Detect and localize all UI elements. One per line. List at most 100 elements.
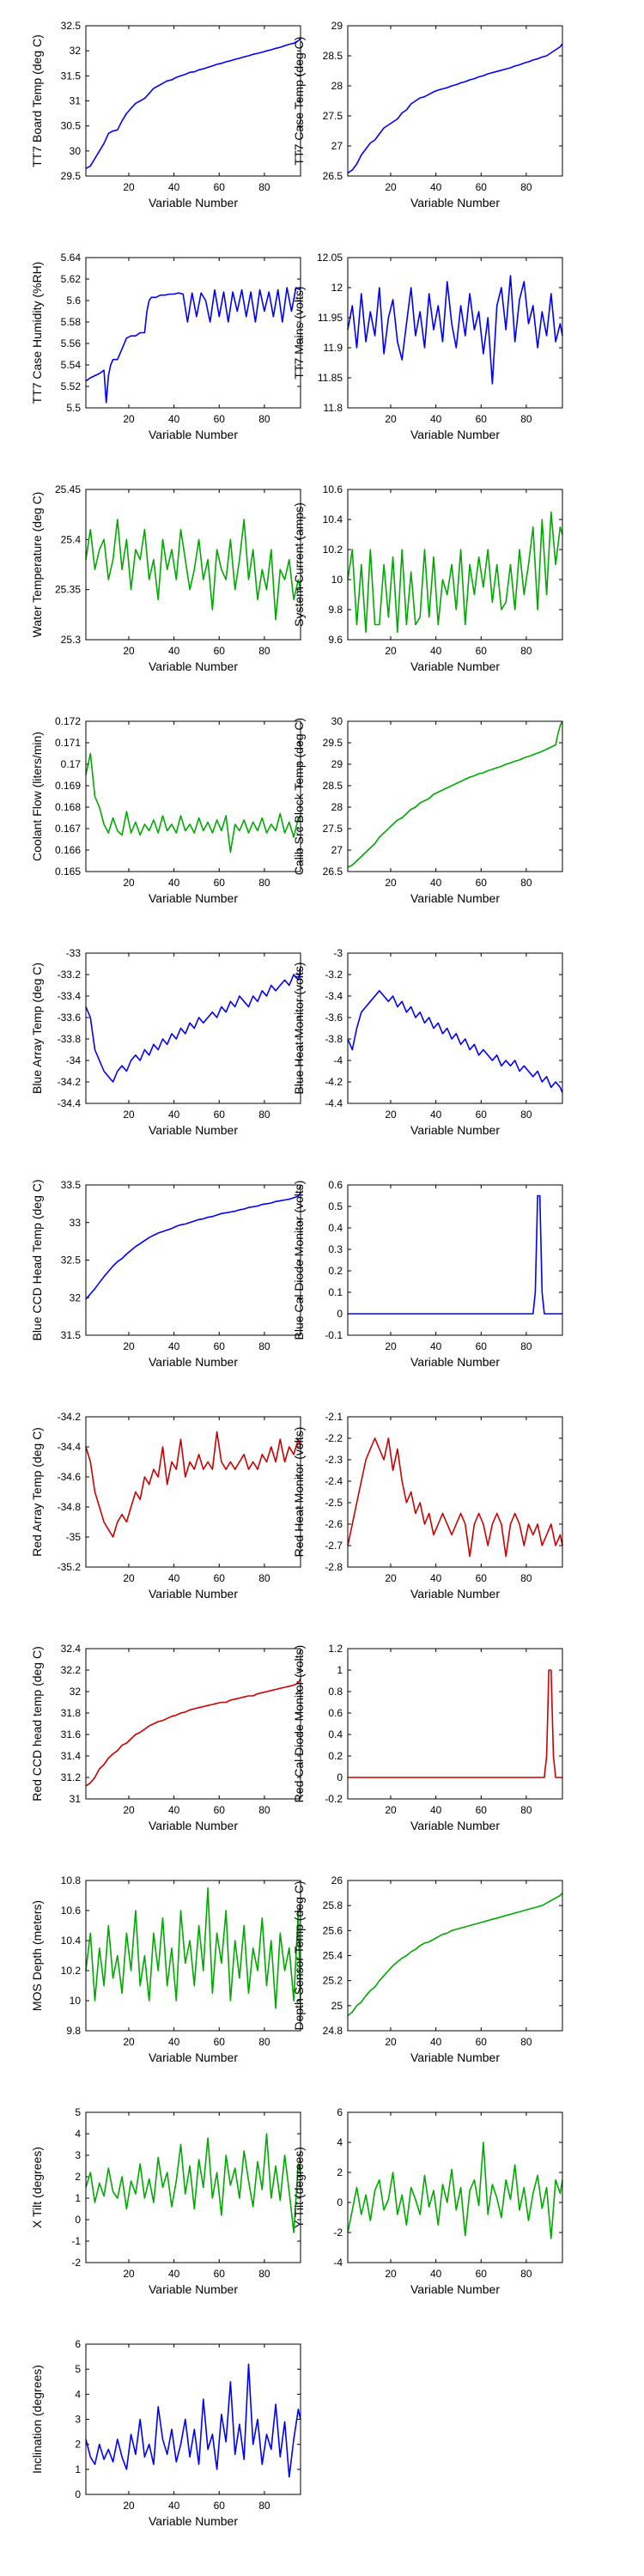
- x-axis-label: Variable Number: [149, 1587, 238, 1601]
- y-tick-label: 0: [75, 2488, 81, 2500]
- y-tick-label: 0.3: [328, 1243, 343, 1255]
- x-tick-label: 40: [168, 877, 180, 889]
- y-tick-label: 25.35: [55, 584, 81, 596]
- x-tick-label: 40: [168, 1572, 180, 1584]
- y-tick-label: 31.4: [61, 1750, 82, 1762]
- y-tick-label: 31.5: [61, 70, 82, 82]
- x-tick-label: 40: [430, 877, 442, 889]
- chart-panel: System Current (amps) Variable Number 20 40…: [292, 483, 563, 673]
- y-tick-label: -33.8: [58, 1033, 82, 1045]
- x-axis-label: Variable Number: [410, 891, 500, 905]
- y-tick-label: 33.5: [61, 1179, 82, 1191]
- x-tick-label: 40: [168, 181, 180, 193]
- x-tick-label: 40: [168, 1804, 180, 1816]
- y-tick-label: 0: [337, 1771, 343, 1783]
- y-tick-label: -3: [333, 947, 343, 959]
- x-tick-label: 60: [476, 181, 488, 193]
- y-axis-label: TT7 Board Temp (deg C): [30, 34, 44, 167]
- y-tick-label: -34.8: [58, 1501, 82, 1513]
- plot-frame: [85, 489, 301, 641]
- y-axis-label: Water Temperature (deg C): [30, 492, 44, 638]
- x-tick-label: 20: [385, 645, 397, 657]
- y-axis-label: Inclination (degrees): [30, 2365, 44, 2474]
- y-tick-label: 10.6: [61, 1905, 82, 1917]
- y-tick-label: -2.4: [325, 1475, 343, 1487]
- y-tick-label: 0.4: [328, 1728, 343, 1741]
- x-tick-label: 60: [476, 877, 488, 889]
- y-tick-label: 6: [75, 2338, 81, 2350]
- x-tick-label: 20: [123, 1340, 135, 1352]
- y-tick-label: -4.2: [325, 1076, 343, 1088]
- x-tick-label: 80: [258, 413, 270, 425]
- plot-frame: [347, 2111, 563, 2263]
- y-tick-label: 32.4: [61, 1643, 82, 1655]
- y-tick-label: -1: [71, 2235, 81, 2247]
- x-tick-label: 60: [476, 1572, 488, 1584]
- x-tick-label: 40: [168, 2036, 180, 2048]
- y-axis-label: Blue Heat Monitor (volts): [292, 962, 306, 1094]
- y-tick-label: 31.8: [61, 1707, 82, 1719]
- plot-frame: [347, 25, 563, 177]
- y-tick-label: -2.7: [325, 1540, 343, 1552]
- x-tick-label: 40: [430, 2268, 442, 2280]
- x-tick-label: 60: [214, 877, 226, 889]
- y-tick-label: -33.6: [58, 1012, 82, 1024]
- y-tick-label: 31.5: [61, 1329, 82, 1341]
- plot-frame: [347, 489, 563, 641]
- x-axis-label: Variable Number: [149, 196, 238, 210]
- y-axis-label: TT7 Mains (volts): [292, 286, 306, 379]
- y-tick-label: 27.5: [323, 110, 343, 122]
- x-tick-label: 60: [476, 1804, 488, 1816]
- x-tick-label: 80: [520, 645, 532, 657]
- y-tick-label: 6: [337, 2106, 343, 2118]
- y-tick-label: 9.6: [328, 634, 343, 646]
- y-tick-label: 30: [331, 715, 343, 727]
- x-tick-label: 20: [385, 1109, 397, 1121]
- plot-frame: [347, 257, 563, 409]
- x-axis-label: Variable Number: [149, 2050, 238, 2064]
- y-tick-label: -34.4: [58, 1441, 82, 1453]
- chart-panel: Red Array Temp (deg C) Variable Number 20 4…: [30, 1411, 301, 1601]
- y-tick-label: -3.2: [325, 969, 343, 981]
- y-tick-label: 5.58: [61, 316, 82, 328]
- x-tick-label: 60: [214, 181, 226, 193]
- x-axis-label: Variable Number: [149, 428, 238, 441]
- series-line: [85, 1887, 301, 2016]
- y-tick-label: 24.8: [323, 2025, 343, 2037]
- series-line: [85, 519, 301, 621]
- y-tick-label: 10.4: [323, 513, 343, 526]
- x-tick-label: 60: [476, 413, 488, 425]
- series-line: [348, 1194, 562, 1315]
- y-tick-label: 33: [70, 1217, 82, 1229]
- y-axis-label: Blue CCD Head Temp (deg C): [30, 1179, 44, 1340]
- x-axis-label: Variable Number: [410, 1587, 500, 1601]
- x-axis-label: Variable Number: [149, 2514, 238, 2528]
- x-tick-label: 80: [520, 1109, 532, 1121]
- x-tick-label: 60: [476, 2268, 488, 2280]
- x-axis-label: Variable Number: [410, 2282, 500, 2296]
- y-tick-label: 26.5: [323, 170, 343, 182]
- x-tick-label: 20: [385, 181, 397, 193]
- y-tick-label: 31: [70, 95, 82, 107]
- x-tick-label: 40: [430, 413, 442, 425]
- chart-panel: Blue Cal Diode Monitor (volts) Variable N…: [292, 1179, 563, 1369]
- y-tick-label: 0.4: [328, 1222, 343, 1234]
- y-axis-label: Depth Sensor Temp (deg C): [292, 1880, 306, 2030]
- series-line: [347, 990, 563, 1093]
- x-tick-label: 80: [258, 645, 270, 657]
- y-tick-label: -33.2: [58, 969, 82, 981]
- series-line: [347, 275, 563, 385]
- y-tick-label: 28: [331, 80, 343, 92]
- y-tick-label: 2: [75, 2439, 81, 2451]
- chart-panel: TT7 Board Temp (deg C) Variable Number 20 4…: [30, 20, 301, 210]
- y-tick-label: -34.2: [58, 1076, 82, 1088]
- y-tick-label: 9.8: [66, 2025, 81, 2037]
- y-axis-label: Red CCD head temp (deg C): [30, 1646, 44, 1801]
- y-tick-label: -2.3: [325, 1454, 343, 1466]
- x-tick-label: 40: [430, 1804, 442, 1816]
- series-line: [85, 752, 301, 854]
- x-tick-label: 20: [123, 645, 135, 657]
- plot-frame: [347, 1184, 563, 1336]
- y-tick-label: 5.62: [61, 273, 82, 285]
